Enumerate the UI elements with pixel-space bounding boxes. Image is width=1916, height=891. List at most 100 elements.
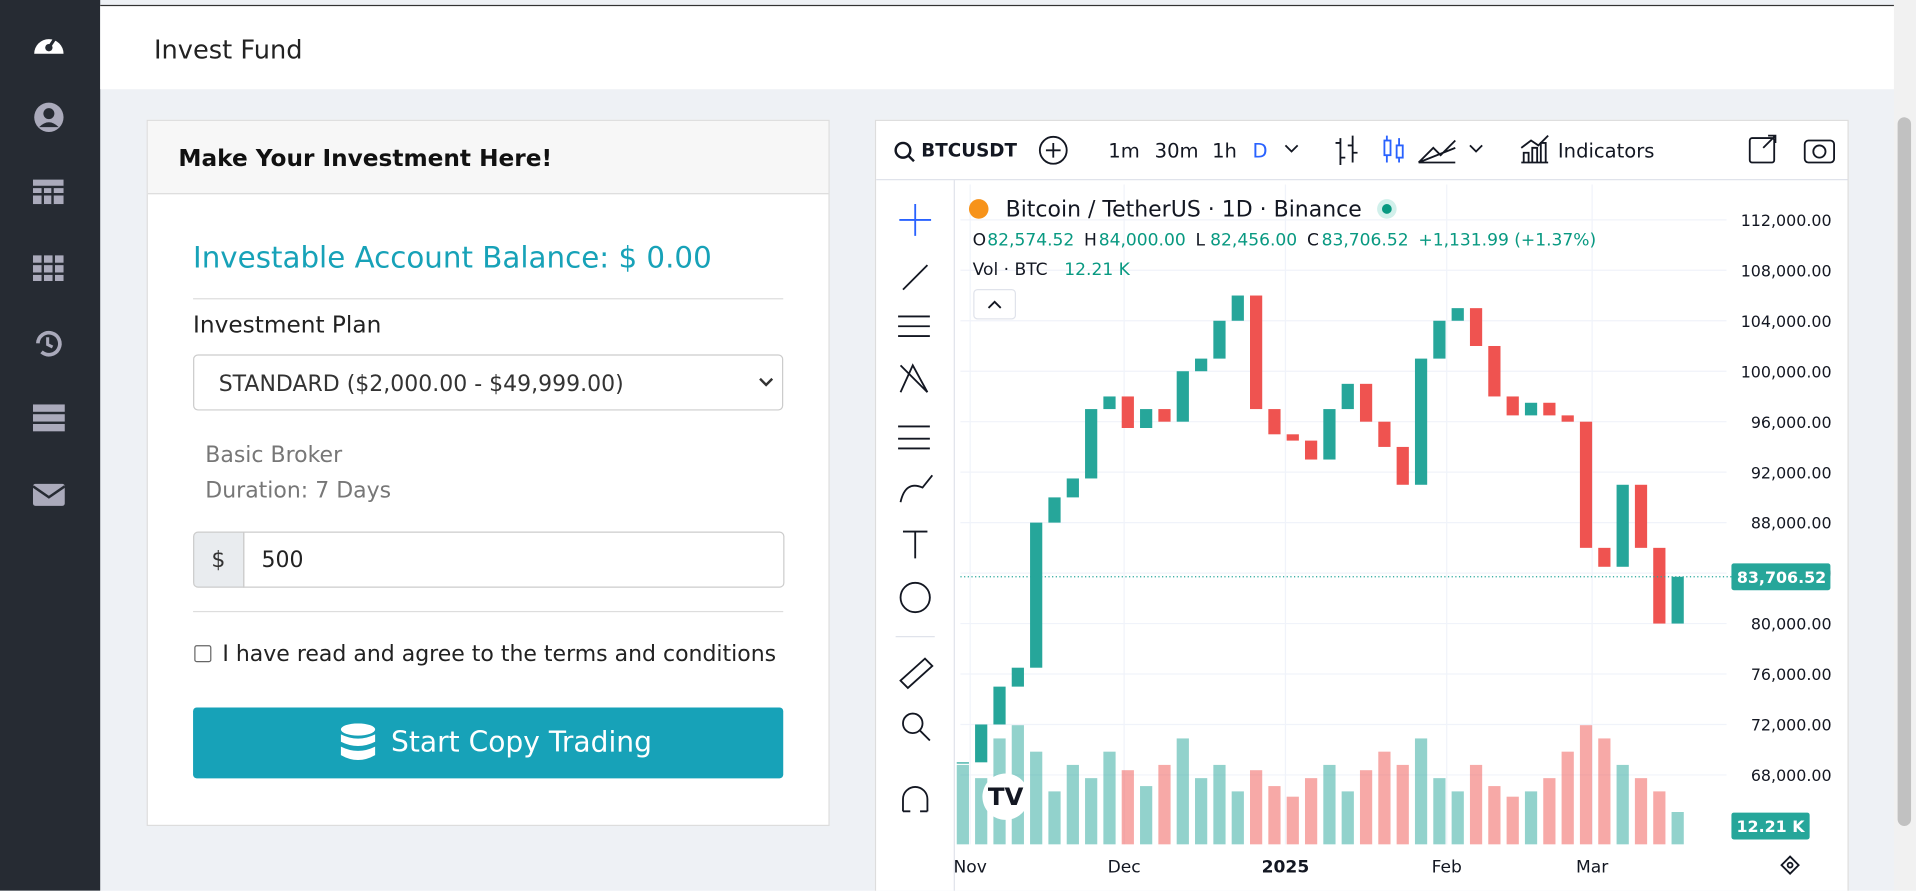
volume-box-label: 12.21 K (1737, 817, 1806, 836)
terms-checkbox[interactable] (194, 645, 212, 663)
candle (1158, 409, 1171, 422)
interval[interactable]: 1h (1212, 140, 1237, 163)
candle (1414, 358, 1428, 485)
y-tick-label: 112,000.00 (1741, 211, 1832, 230)
candle (1341, 383, 1354, 410)
x-tick-label: Mar (1576, 857, 1609, 877)
symbol[interactable]: BTCUSDT (921, 140, 1017, 161)
candle (1048, 497, 1061, 523)
candle (1524, 402, 1538, 416)
candle (1176, 371, 1189, 422)
volume-bar (1066, 764, 1079, 845)
terms-label[interactable]: I have read and agree to the terms and c… (222, 641, 777, 668)
candle (1359, 383, 1373, 422)
volume-bar (1451, 791, 1464, 845)
y-tick-label: 88,000.00 (1751, 514, 1832, 533)
scroll-thumb[interactable] (1897, 117, 1912, 827)
volume-bar (1671, 812, 1684, 845)
candle (1634, 484, 1648, 548)
volume-bar (1561, 751, 1574, 845)
broker: Basic Broker (205, 442, 343, 468)
amount: 500 (261, 547, 304, 574)
volume-bar (1121, 770, 1134, 845)
x-tick-label: Nov (954, 857, 987, 877)
database-icon (340, 723, 376, 761)
volume-bar (1323, 764, 1336, 845)
dashboard-icon[interactable] (32, 27, 66, 59)
volume-bar (1304, 778, 1318, 845)
candle (1451, 308, 1464, 321)
volume-bar (1506, 796, 1519, 845)
volume-bar (1140, 786, 1153, 845)
interval[interactable]: 30m (1155, 140, 1199, 163)
candle (1121, 396, 1134, 428)
candle (1506, 396, 1519, 416)
plan-option: STANDARD ($2,000.00 - $49,999.00) (218, 371, 624, 398)
volume-bar (1396, 764, 1409, 845)
volume-bar (1250, 770, 1263, 845)
volume-bar (1030, 751, 1043, 845)
candle (1396, 446, 1409, 485)
indicators[interactable]: Indicators (1558, 140, 1655, 163)
volume-bar (1341, 791, 1354, 845)
x-tick-label: Dec (1108, 857, 1141, 877)
volume-bar (1158, 764, 1171, 845)
volume-bar (1048, 791, 1061, 845)
card-header: Make Your Investment Here! (147, 120, 829, 195)
volume-bar (1286, 796, 1299, 845)
volume-bar (1579, 725, 1593, 845)
ohlc-label: L (1196, 231, 1206, 251)
user-icon[interactable] (32, 100, 66, 134)
svg-text:TV: TV (988, 782, 1024, 811)
volume-bar (1524, 791, 1538, 845)
candle (956, 762, 969, 764)
amount-input[interactable]: 500 (243, 531, 785, 588)
divider (193, 610, 784, 613)
candle (1653, 547, 1666, 624)
candle (1488, 345, 1501, 397)
card-title: Make Your Investment Here! (178, 145, 553, 173)
candle (1378, 421, 1391, 447)
start-button[interactable]: Start Copy Trading (193, 707, 784, 779)
candle (1671, 576, 1684, 624)
volume-bar (1598, 738, 1611, 845)
candle (1561, 415, 1574, 422)
chart: BTCUSDT Indicators 68,000.00 72,000.00 76,… (876, 134, 1848, 891)
investment-card: Make Your Investment Here! Investable Ac… (146, 119, 830, 827)
volume-bar (1653, 791, 1666, 845)
volume-bar (1616, 764, 1629, 845)
duration: Duration: 7 Days (205, 477, 392, 504)
volume-bar (1378, 751, 1391, 845)
top-bar: Invest Fund (100, 4, 1894, 90)
server-icon[interactable] (32, 403, 66, 432)
last-price-label: 83,706.52 (1737, 568, 1826, 587)
candle (1085, 409, 1098, 479)
volume-bar (1543, 778, 1556, 845)
ohlc-value: 83,706.52 (1322, 231, 1409, 251)
grid-icon[interactable] (32, 254, 66, 282)
y-tick-label: 80,000.00 (1751, 615, 1832, 634)
legend-title: Bitcoin / TetherUS · 1D · Binance (1006, 197, 1362, 222)
candle (1195, 358, 1208, 372)
volume-bar (1414, 738, 1428, 845)
vol-label: Vol · BTC (973, 260, 1048, 280)
candle (1286, 434, 1299, 441)
y-tick-label: 108,000.00 (1741, 261, 1832, 280)
ohlc-label: C (1307, 231, 1319, 251)
interval[interactable]: 1m (1108, 140, 1139, 163)
table-icon[interactable] (32, 178, 66, 205)
volume-bar (1103, 751, 1116, 845)
volume-bar (956, 764, 969, 845)
button-label: Start Copy Trading (391, 727, 652, 759)
interval[interactable]: D (1252, 140, 1267, 163)
plan-select[interactable]: STANDARD ($2,000.00 - $49,999.00) (193, 354, 784, 411)
candle (1066, 478, 1079, 498)
history-icon[interactable] (32, 327, 66, 359)
vol-value: 12.21 K (1064, 260, 1130, 280)
candle (1469, 308, 1483, 346)
mail-icon[interactable] (32, 481, 66, 508)
candle (1616, 484, 1629, 567)
candle (1103, 396, 1116, 410)
volume-bar (1231, 791, 1244, 845)
balance: Investable Account Balance: $ 0.00 (193, 240, 712, 275)
